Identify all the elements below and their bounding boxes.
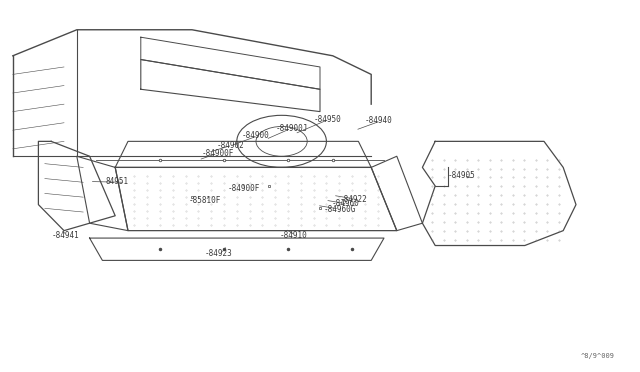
Text: -84902: -84902 <box>216 141 244 150</box>
Text: -84910: -84910 <box>280 231 307 240</box>
Text: -85810F: -85810F <box>189 196 221 205</box>
Text: -84950: -84950 <box>314 115 341 124</box>
Text: -84900: -84900 <box>242 131 269 140</box>
Text: -84960: -84960 <box>332 199 359 208</box>
Text: ^8/9^009: ^8/9^009 <box>580 353 614 359</box>
Text: -84940: -84940 <box>365 116 392 125</box>
Text: -84900F: -84900F <box>227 185 260 193</box>
Text: 84951: 84951 <box>106 177 129 186</box>
Text: -84905: -84905 <box>448 171 476 180</box>
Text: -84922: -84922 <box>339 195 367 203</box>
Text: -84941: -84941 <box>51 231 79 240</box>
Text: -84900F: -84900F <box>202 149 234 158</box>
Text: -84923: -84923 <box>205 249 232 258</box>
Text: -84960G: -84960G <box>323 205 356 214</box>
Text: -84900J: -84900J <box>275 124 308 133</box>
